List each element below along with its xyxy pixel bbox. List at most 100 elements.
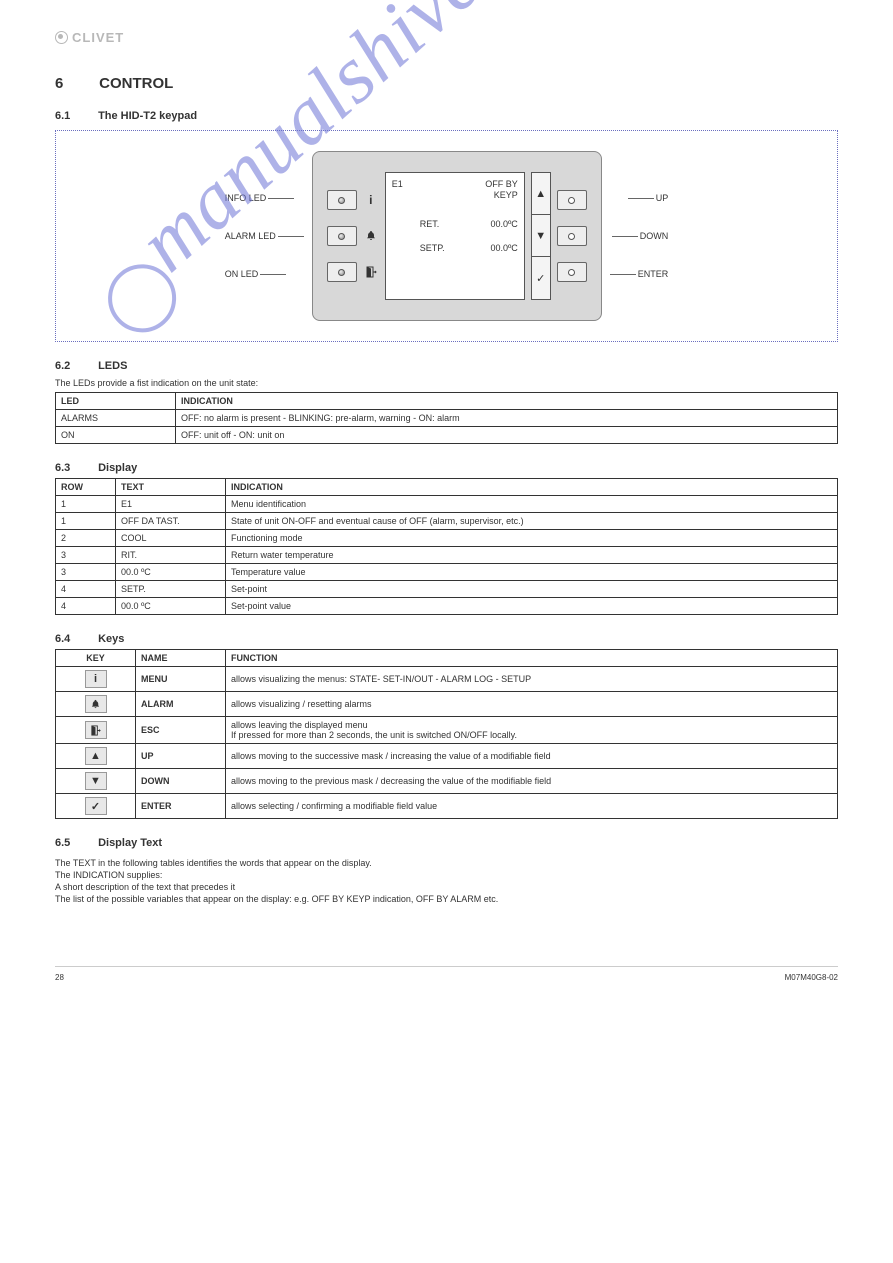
sub-keys-num: 6.4 [55, 633, 95, 645]
down-key-icon: ▼ [85, 772, 107, 790]
lead-up: UP [656, 193, 669, 203]
table-row: 1OFF DA TAST.State of unit ON-OFF and ev… [56, 513, 838, 530]
keys-th-fn: FUNCTION [226, 650, 838, 667]
sub-display-num: 6.3 [55, 462, 95, 474]
screen-ret-val: 00.0ºC [490, 219, 517, 230]
sub-keypad-name: The HID-T2 keypad [98, 110, 197, 122]
keys-th-key: KEY [56, 650, 136, 667]
up-button[interactable] [557, 190, 587, 210]
page-footer: 28 M07M40G8-02 [55, 966, 838, 982]
check-icon: ✓ [532, 257, 550, 299]
sub-leds-name: LEDS [98, 360, 127, 372]
up-key-icon: ▲ [85, 747, 107, 765]
check-key-icon: ✓ [85, 797, 107, 815]
down-button-led [568, 233, 575, 240]
screen-setp: SETP. [420, 243, 445, 254]
lead-alarm-led: ALARM LED [225, 231, 276, 241]
leds-cell: OFF: no alarm is present - BLINKING: pre… [176, 410, 838, 427]
sub-text-num: 6.5 [55, 837, 95, 849]
table-row: 3RIT.Return water temperature [56, 547, 838, 564]
bell-icon [364, 226, 378, 246]
subsection-display-title: 6.3 Display [55, 462, 838, 474]
table-row: ▼ DOWN allows moving to the previous mas… [56, 769, 838, 794]
enter-button-led [568, 269, 575, 276]
leds-cell: OFF: unit off - ON: unit on [176, 427, 838, 444]
brand-icon [55, 31, 68, 44]
lead-info-led: INFO LED [225, 193, 267, 203]
subsection-leds-title: 6.2 LEDS [55, 360, 838, 372]
alarm-led-button[interactable] [327, 226, 357, 246]
screen-setp-val: 00.0ºC [490, 243, 517, 254]
down-arrow-icon: ▼ [532, 215, 550, 257]
right-button-column [557, 190, 587, 282]
device-screen: E1 OFF BY KEYP RET. 00.0ºC SETP. 00.0ºC [385, 172, 525, 300]
arrow-column: ▲ ▼ ✓ [531, 172, 551, 300]
screen-offby: OFF BY [485, 179, 518, 190]
section-name: CONTROL [99, 75, 173, 92]
table-row: ESC allows leaving the displayed menu If… [56, 717, 838, 744]
on-led-button[interactable] [327, 262, 357, 282]
alarm-led-icon [338, 233, 345, 240]
table-row: 300.0 ºCTemperature value [56, 564, 838, 581]
enter-button[interactable] [557, 262, 587, 282]
leds-th-indication: INDICATION [176, 393, 838, 410]
doc-id: M07M40G8-02 [785, 973, 838, 982]
disp-th-row: ROW [56, 479, 116, 496]
table-row: ON OFF: unit off - ON: unit on [56, 427, 838, 444]
sub-leds-num: 6.2 [55, 360, 95, 372]
door-icon [364, 262, 378, 282]
down-button[interactable] [557, 226, 587, 246]
leads-right: UP DOWN ENTER [610, 193, 669, 279]
table-row: ▲ UP allows moving to the successive mas… [56, 744, 838, 769]
lead-down: DOWN [640, 231, 669, 241]
screen-keyp: KEYP [494, 190, 518, 201]
on-led-icon [338, 269, 345, 276]
table-row: i MENU allows visualizing the menus: STA… [56, 667, 838, 692]
info-led-icon [338, 197, 345, 204]
sub-display-name: Display [98, 462, 137, 474]
info-key-icon: i [85, 670, 107, 688]
lead-on-led: ON LED [225, 269, 259, 279]
info-led-button[interactable] [327, 190, 357, 210]
device-panel: i E1 OFF BY KEYP RET. 00.0ºC SETP. 00.0ºC ▲… [312, 151, 602, 321]
sub-text-name: Display Text [98, 837, 162, 849]
subsection-text-title: 6.5 Display Text [55, 837, 838, 849]
table-row: ✓ ENTER allows selecting / confirming a … [56, 794, 838, 819]
subsection-keypad-title: 6.1 The HID-T2 keypad [55, 110, 838, 122]
table-row: ALARMS OFF: no alarm is present - BLINKI… [56, 410, 838, 427]
screen-ret: RET. [420, 219, 440, 230]
leds-cell: ALARMS [56, 410, 176, 427]
keys-th-name: NAME [136, 650, 226, 667]
table-row: ALARM allows visualizing / resetting ala… [56, 692, 838, 717]
table-row: 2COOLFunctioning mode [56, 530, 838, 547]
table-row: 4SETP.Set-point [56, 581, 838, 598]
brand-logo: CLIVET [55, 30, 838, 45]
leds-th-led: LED [56, 393, 176, 410]
left-icon-column: i [363, 190, 379, 282]
device-diagram: INFO LED ALARM LED ON LED i E1 OFF BY [55, 130, 838, 342]
disp-th-indication: INDICATION [226, 479, 838, 496]
leads-left: INFO LED ALARM LED ON LED [225, 193, 304, 279]
keys-table: KEY NAME FUNCTION i MENU allows visualiz… [55, 649, 838, 819]
brand-text: CLIVET [72, 30, 124, 45]
bell-key-icon [85, 695, 107, 713]
table-row: 400.0 ºCSet-point value [56, 598, 838, 615]
screen-e1: E1 [392, 179, 403, 190]
display-table: ROW TEXT INDICATION 1E1Menu identificati… [55, 478, 838, 615]
disp-th-text: TEXT [116, 479, 226, 496]
door-key-icon [85, 721, 107, 739]
up-arrow-icon: ▲ [532, 173, 550, 215]
lead-enter: ENTER [638, 269, 669, 279]
sub-keys-name: Keys [98, 633, 124, 645]
left-button-column [327, 190, 357, 282]
body-text: The TEXT in the following tables identif… [55, 857, 838, 906]
info-icon: i [364, 190, 378, 210]
leds-table: LED INDICATION ALARMS OFF: no alarm is p… [55, 392, 838, 444]
table-row: 1E1Menu identification [56, 496, 838, 513]
page-number: 28 [55, 973, 64, 982]
up-button-led [568, 197, 575, 204]
leds-cell: ON [56, 427, 176, 444]
section-num: 6 [55, 75, 95, 92]
section-title: 6 CONTROL [55, 75, 838, 92]
leds-note: The LEDs provide a fist indication on th… [55, 378, 838, 388]
